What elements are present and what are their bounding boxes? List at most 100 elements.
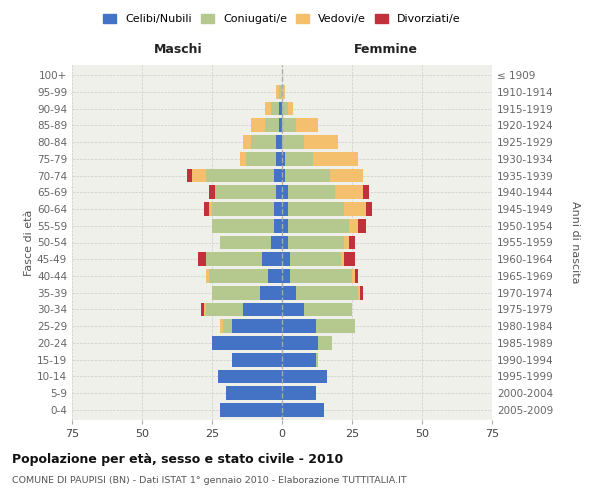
Bar: [282, 85, 285, 98]
Bar: [215, 186, 277, 199]
Bar: [268, 269, 282, 283]
Bar: [296, 118, 319, 132]
Bar: [282, 202, 287, 216]
Bar: [245, 152, 277, 166]
Bar: [212, 219, 274, 232]
Bar: [287, 236, 344, 250]
Bar: [282, 386, 316, 400]
Bar: [335, 186, 363, 199]
Bar: [277, 186, 282, 199]
Legend: Celibi/Nubili, Coniugati/e, Vedovi/e, Divorziati/e: Celibi/Nubili, Coniugati/e, Vedovi/e, Di…: [100, 10, 464, 28]
Y-axis label: Fasce di età: Fasce di età: [24, 210, 34, 276]
Bar: [316, 353, 319, 366]
Bar: [212, 202, 274, 216]
Bar: [271, 236, 282, 250]
Bar: [282, 118, 296, 132]
Bar: [277, 85, 279, 98]
Bar: [282, 286, 296, 300]
Bar: [203, 302, 206, 316]
Bar: [355, 269, 358, 283]
Bar: [282, 252, 290, 266]
Bar: [212, 336, 282, 350]
Bar: [277, 152, 282, 166]
Bar: [279, 102, 282, 116]
Bar: [287, 219, 349, 232]
Bar: [319, 336, 332, 350]
Bar: [187, 168, 193, 182]
Bar: [206, 269, 209, 283]
Bar: [282, 302, 304, 316]
Bar: [232, 320, 282, 333]
Bar: [206, 252, 262, 266]
Bar: [344, 236, 349, 250]
Bar: [251, 118, 265, 132]
Bar: [232, 353, 282, 366]
Bar: [304, 135, 338, 149]
Bar: [243, 302, 282, 316]
Bar: [282, 186, 287, 199]
Bar: [287, 186, 335, 199]
Bar: [243, 135, 251, 149]
Bar: [226, 386, 282, 400]
Bar: [285, 152, 313, 166]
Bar: [271, 102, 279, 116]
Bar: [344, 252, 355, 266]
Bar: [193, 168, 206, 182]
Bar: [313, 152, 358, 166]
Bar: [265, 102, 271, 116]
Bar: [282, 370, 327, 384]
Bar: [265, 118, 279, 132]
Bar: [352, 269, 355, 283]
Bar: [274, 219, 282, 232]
Bar: [287, 102, 293, 116]
Bar: [361, 286, 363, 300]
Bar: [262, 252, 282, 266]
Bar: [304, 302, 352, 316]
Bar: [349, 236, 355, 250]
Bar: [316, 320, 355, 333]
Bar: [282, 236, 287, 250]
Bar: [209, 186, 215, 199]
Bar: [279, 118, 282, 132]
Bar: [285, 168, 329, 182]
Bar: [329, 168, 363, 182]
Bar: [274, 202, 282, 216]
Bar: [358, 286, 361, 300]
Bar: [220, 320, 223, 333]
Bar: [282, 168, 285, 182]
Bar: [290, 269, 352, 283]
Bar: [282, 152, 285, 166]
Bar: [282, 320, 316, 333]
Bar: [287, 202, 344, 216]
Bar: [223, 320, 232, 333]
Bar: [366, 202, 371, 216]
Bar: [198, 252, 206, 266]
Bar: [218, 370, 282, 384]
Bar: [206, 168, 274, 182]
Bar: [282, 353, 316, 366]
Y-axis label: Anni di nascita: Anni di nascita: [570, 201, 580, 284]
Bar: [201, 302, 203, 316]
Bar: [282, 102, 287, 116]
Bar: [344, 202, 366, 216]
Bar: [282, 269, 290, 283]
Bar: [296, 286, 358, 300]
Bar: [279, 85, 282, 98]
Bar: [341, 252, 344, 266]
Bar: [220, 236, 271, 250]
Bar: [212, 286, 260, 300]
Bar: [220, 403, 282, 417]
Bar: [363, 186, 369, 199]
Bar: [251, 135, 277, 149]
Bar: [240, 152, 245, 166]
Text: Popolazione per età, sesso e stato civile - 2010: Popolazione per età, sesso e stato civil…: [12, 452, 343, 466]
Bar: [206, 302, 243, 316]
Bar: [282, 219, 287, 232]
Bar: [282, 336, 319, 350]
Bar: [290, 252, 341, 266]
Bar: [358, 219, 366, 232]
Text: COMUNE DI PAUPISI (BN) - Dati ISTAT 1° gennaio 2010 - Elaborazione TUTTITALIA.IT: COMUNE DI PAUPISI (BN) - Dati ISTAT 1° g…: [12, 476, 407, 485]
Text: Femmine: Femmine: [353, 43, 418, 56]
Bar: [260, 286, 282, 300]
Bar: [277, 135, 282, 149]
